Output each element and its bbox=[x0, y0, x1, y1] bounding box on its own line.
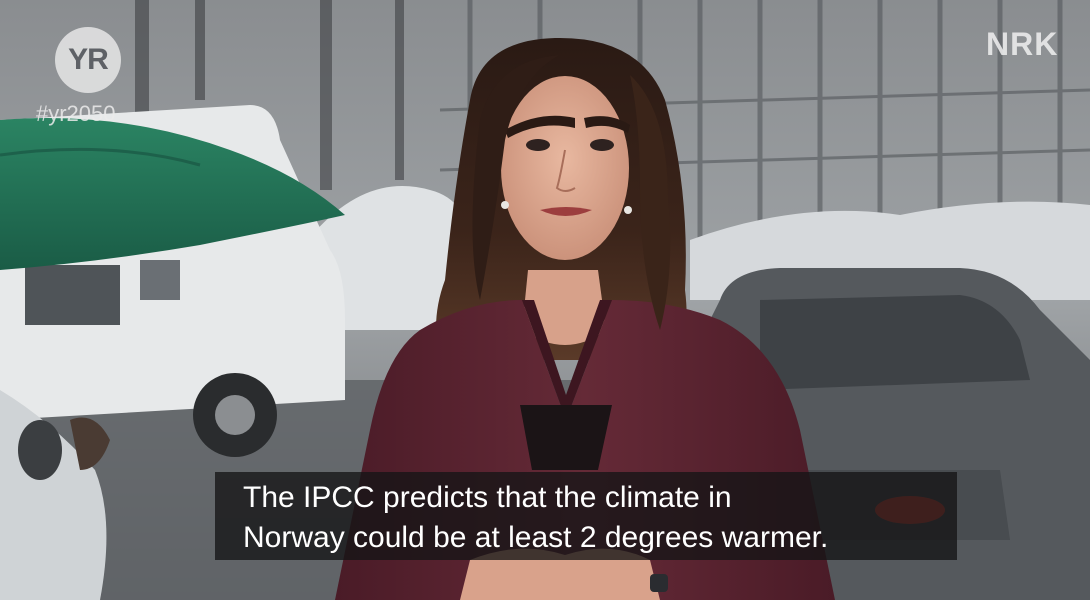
presenter-hands bbox=[460, 548, 660, 600]
hashtag-text: #yr2050 bbox=[36, 101, 116, 126]
presenter-neck bbox=[522, 270, 606, 345]
yr-logo: YR bbox=[55, 27, 121, 93]
green-umbrella bbox=[0, 118, 345, 270]
presenter-hair-front bbox=[472, 55, 560, 300]
subtitle-line-1: The IPCC predicts that the climate in bbox=[243, 481, 732, 514]
presenter-hair-front-right bbox=[630, 75, 671, 330]
subtitle-box: The IPCC predicts that the climate in No… bbox=[215, 472, 957, 560]
nrk-logo: NRK bbox=[986, 26, 1059, 62]
pedestrian bbox=[0, 390, 110, 600]
presenter-face bbox=[501, 76, 632, 260]
subtitle-line-2: Norway could be at least 2 degrees warme… bbox=[243, 521, 829, 554]
yr-logo-text: YR bbox=[68, 43, 109, 76]
trees bbox=[135, 0, 404, 190]
presenter-watch bbox=[650, 574, 668, 592]
